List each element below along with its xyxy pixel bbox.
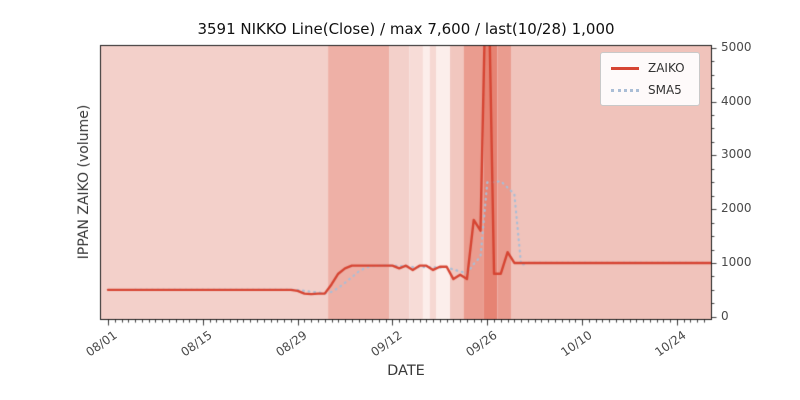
y-tick-label: 5000 xyxy=(721,39,752,54)
sma5-line-swatch xyxy=(611,88,639,92)
y-tick-label: 4000 xyxy=(721,93,752,108)
legend: ZAIKO SMA5 xyxy=(600,52,700,106)
legend-item-sma5: SMA5 xyxy=(611,83,685,97)
y-tick-label: 3000 xyxy=(721,147,752,162)
y-tick-label: 1000 xyxy=(721,254,752,269)
legend-label-sma5: SMA5 xyxy=(648,83,682,97)
zaiko-line-swatch xyxy=(611,66,639,70)
y-axis-label: IPPAN ZAIKO (volume) xyxy=(76,104,92,260)
chart-title: 3591 NIKKO Line(Close) / max 7,600 / las… xyxy=(197,20,615,38)
y-tick-label: 0 xyxy=(721,308,729,323)
x-axis-label: DATE xyxy=(387,363,425,379)
y-tick-label: 2000 xyxy=(721,201,752,216)
legend-item-zaiko: ZAIKO xyxy=(611,61,685,75)
legend-label-zaiko: ZAIKO xyxy=(648,61,685,75)
